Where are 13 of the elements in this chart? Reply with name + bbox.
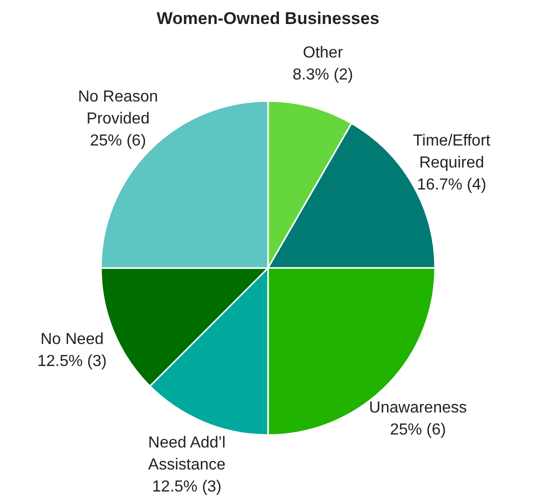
slice-label: No Need [40, 330, 104, 348]
slice-label: Need Add’l Assistance [148, 434, 226, 474]
data-label: 25% (6) [390, 422, 446, 439]
data-label: 12.5% (3) [152, 478, 222, 496]
data-label: 12.5% (3) [37, 352, 107, 370]
slice-label: Unawareness [369, 400, 467, 417]
slice-label: No Reason Provided [78, 88, 158, 128]
data-label: 8.3% (2) [292, 66, 354, 84]
data-label: 25% (6) [90, 132, 146, 150]
slice-label: Other [302, 44, 344, 62]
data-label: 16.7% (4) [416, 176, 486, 194]
chart-title: Women-Owned Businesses [156, 9, 380, 28]
slice-label: Time/Effort Required [412, 132, 491, 172]
